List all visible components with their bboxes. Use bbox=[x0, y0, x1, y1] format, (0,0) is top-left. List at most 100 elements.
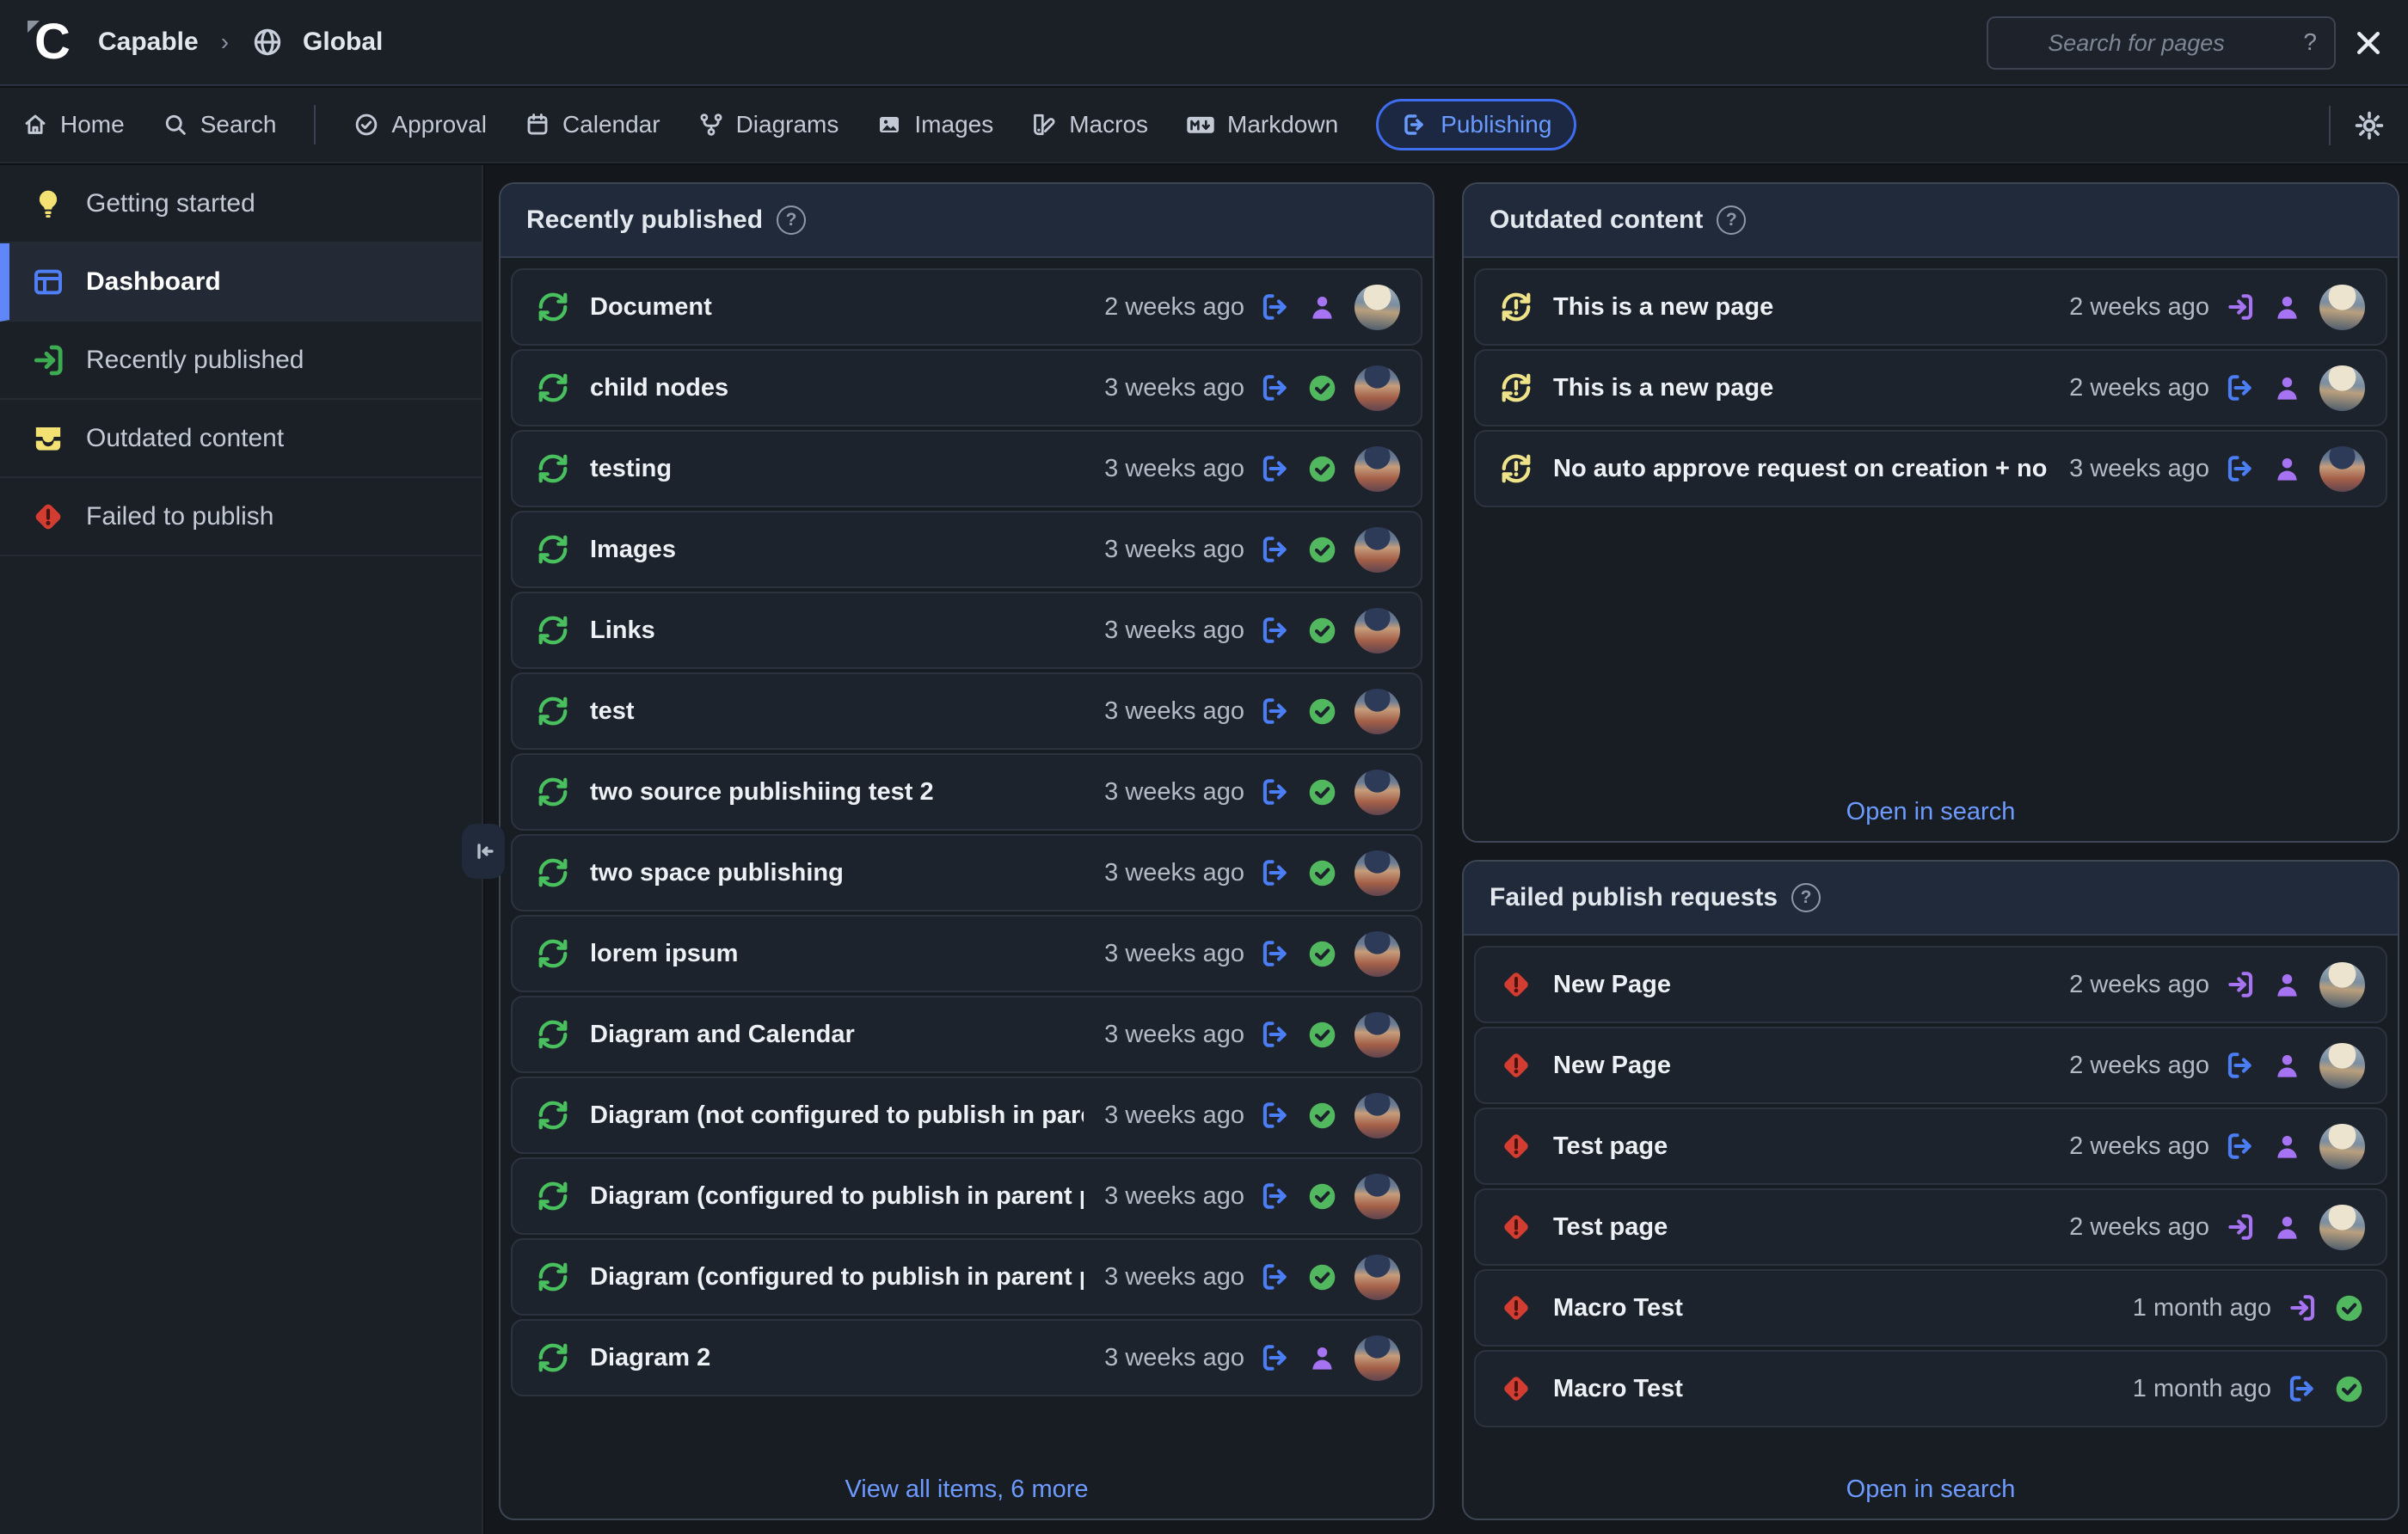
approved-check-icon bbox=[1306, 1261, 1338, 1293]
failed-diamond-icon bbox=[1500, 1372, 1533, 1405]
sidebar-collapse-button[interactable] bbox=[462, 824, 505, 879]
avatar bbox=[2319, 284, 2365, 330]
row-meta: 3 weeks ago bbox=[1104, 1335, 1400, 1381]
published-page-row[interactable]: Images 3 weeks ago bbox=[511, 511, 1422, 588]
nav-label: Search bbox=[200, 111, 277, 138]
row-meta: 3 weeks ago bbox=[1104, 769, 1400, 815]
page-title: Diagram and Calendar bbox=[590, 1020, 855, 1048]
published-page-row[interactable]: two space publishing 3 weeks ago bbox=[511, 834, 1422, 911]
failed-diamond-icon bbox=[1500, 1130, 1533, 1163]
approved-check-icon bbox=[1306, 776, 1338, 808]
timestamp: 1 month ago bbox=[2132, 1293, 2271, 1322]
avatar bbox=[1354, 1335, 1400, 1381]
nav-markdown[interactable]: Markdown bbox=[1186, 111, 1338, 138]
nav-search[interactable]: Search bbox=[163, 111, 277, 138]
published-page-row[interactable]: test 3 weeks ago bbox=[511, 672, 1422, 750]
search-input[interactable] bbox=[1987, 16, 2336, 70]
nav-home[interactable]: Home bbox=[22, 111, 125, 138]
avatar bbox=[1354, 1254, 1400, 1300]
page-title: This is a new page bbox=[1553, 373, 1774, 402]
publish-export-icon bbox=[1261, 777, 1290, 807]
page-title: Test page bbox=[1553, 1132, 1668, 1160]
nav-label: Publishing bbox=[1440, 111, 1552, 138]
failed-diamond-icon bbox=[1500, 1049, 1533, 1082]
nav-diagrams[interactable]: Diagrams bbox=[698, 111, 838, 138]
published-page-row[interactable]: Diagram 2 3 weeks ago bbox=[511, 1319, 1422, 1396]
diagram-branch-icon bbox=[700, 114, 722, 136]
approver-person-icon bbox=[2271, 453, 2303, 485]
avatar bbox=[2319, 961, 2365, 1008]
refresh-icon bbox=[537, 937, 569, 970]
failed-request-row[interactable]: New Page 2 weeks ago bbox=[1474, 946, 2387, 1023]
published-page-row[interactable]: Diagram (configured to publish in parent… bbox=[511, 1157, 1422, 1235]
outdated-page-row[interactable]: No auto approve request on creation + no… bbox=[1474, 430, 2387, 507]
published-page-row[interactable]: Document 2 weeks ago bbox=[511, 268, 1422, 346]
sidebar-item-getting-started[interactable]: Getting started bbox=[0, 165, 482, 243]
refresh-icon bbox=[537, 776, 569, 808]
failed-request-row[interactable]: Test page 2 weeks ago bbox=[1474, 1188, 2387, 1266]
publish-export-icon bbox=[2226, 1051, 2255, 1080]
outdated-page-row[interactable]: This is a new page 2 weeks ago bbox=[1474, 268, 2387, 346]
sidebar-item-recently-published[interactable]: Recently published bbox=[0, 322, 482, 400]
open-in-search-link[interactable]: Open in search bbox=[1846, 1475, 2016, 1503]
help-icon[interactable]: ? bbox=[1791, 883, 1821, 912]
timestamp: 3 weeks ago bbox=[1104, 858, 1244, 887]
nav-macros[interactable]: Macros bbox=[1031, 111, 1148, 138]
avatar bbox=[1354, 769, 1400, 815]
timestamp: 3 weeks ago bbox=[1104, 1181, 1244, 1210]
publish-export-icon bbox=[1261, 696, 1290, 726]
close-icon[interactable] bbox=[2351, 26, 2386, 60]
nav-approval[interactable]: Approval bbox=[353, 111, 487, 138]
sidebar-item-outdated-content[interactable]: Outdated content bbox=[0, 400, 482, 478]
nav-publishing[interactable]: Publishing bbox=[1376, 99, 1577, 150]
open-in-search-link[interactable]: Open in search bbox=[1846, 797, 2016, 825]
publish-import-icon bbox=[2226, 970, 2255, 999]
published-page-row[interactable]: lorem ipsum 3 weeks ago bbox=[511, 915, 1422, 992]
image-icon bbox=[880, 117, 900, 132]
help-icon[interactable]: ? bbox=[777, 206, 807, 235]
breadcrumb-app[interactable]: Capable bbox=[98, 28, 199, 56]
gear-icon[interactable] bbox=[2353, 109, 2386, 142]
outdated-page-row[interactable]: This is a new page 2 weeks ago bbox=[1474, 349, 2387, 426]
nav-calendar[interactable]: Calendar bbox=[525, 111, 660, 138]
failed-request-row[interactable]: Macro Test 1 month ago bbox=[1474, 1350, 2387, 1427]
nav-images[interactable]: Images bbox=[876, 111, 993, 138]
refresh-icon bbox=[537, 1261, 569, 1293]
timestamp: 2 weeks ago bbox=[2069, 1212, 2209, 1241]
published-page-row[interactable]: child nodes 3 weeks ago bbox=[511, 349, 1422, 426]
timestamp: 3 weeks ago bbox=[1104, 373, 1244, 402]
avatar bbox=[1354, 526, 1400, 573]
publish-export-icon bbox=[1261, 939, 1290, 968]
approved-check-icon bbox=[1306, 1181, 1338, 1212]
approver-person-icon bbox=[2271, 1131, 2303, 1163]
capable-logo[interactable]: C bbox=[26, 15, 79, 69]
published-page-row[interactable]: two source publishiing test 2 3 weeks ag… bbox=[511, 753, 1422, 831]
help-icon[interactable]: ? bbox=[1717, 206, 1747, 235]
avatar bbox=[1354, 607, 1400, 653]
publish-import-icon bbox=[2288, 1293, 2317, 1322]
failed-request-row[interactable]: Test page 2 weeks ago bbox=[1474, 1108, 2387, 1185]
row-meta: 3 weeks ago bbox=[2069, 445, 2365, 492]
published-page-row[interactable]: Links 3 weeks ago bbox=[511, 592, 1422, 669]
sidebar-item-dashboard[interactable]: Dashboard bbox=[0, 243, 482, 322]
published-page-row[interactable]: Diagram and Calendar 3 weeks ago bbox=[511, 996, 1422, 1073]
refresh-icon bbox=[537, 533, 569, 566]
failed-request-row[interactable]: New Page 2 weeks ago bbox=[1474, 1027, 2387, 1104]
sidebar-item-failed-to-publish[interactable]: Failed to publish bbox=[0, 478, 482, 556]
view-all-items-link[interactable]: View all items, 6 more bbox=[845, 1475, 1089, 1503]
publish-export-icon bbox=[1261, 1020, 1290, 1049]
timestamp: 3 weeks ago bbox=[1104, 1020, 1244, 1048]
published-page-row[interactable]: Diagram (not configured to publish in pa… bbox=[511, 1077, 1422, 1154]
approved-check-icon bbox=[1306, 372, 1338, 404]
timestamp: 3 weeks ago bbox=[1104, 1101, 1244, 1129]
card-body: Document 2 weeks ago child nodes 3 weeks… bbox=[501, 258, 1433, 1460]
dashboard-layout-icon bbox=[34, 269, 62, 294]
refresh-icon bbox=[537, 1099, 569, 1132]
published-page-row[interactable]: testing 3 weeks ago bbox=[511, 430, 1422, 507]
row-meta: 3 weeks ago bbox=[1104, 365, 1400, 411]
timestamp: 3 weeks ago bbox=[1104, 939, 1244, 967]
published-page-row[interactable]: Diagram (configured to publish in parent… bbox=[511, 1238, 1422, 1316]
breadcrumb-space[interactable]: Global bbox=[303, 28, 384, 56]
search-help-icon[interactable]: ? bbox=[2303, 28, 2317, 55]
failed-request-row[interactable]: Macro Test 1 month ago bbox=[1474, 1269, 2387, 1347]
